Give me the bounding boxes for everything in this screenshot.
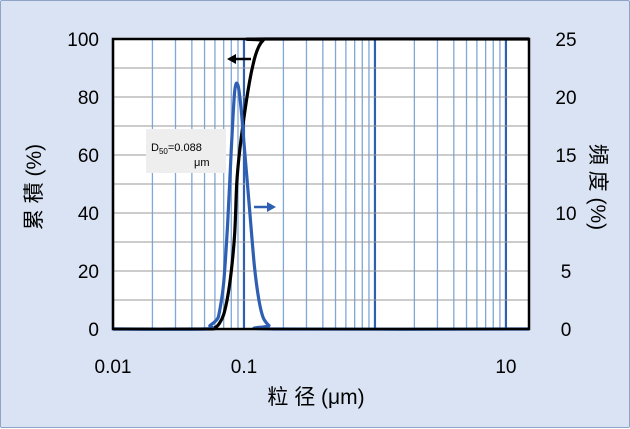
y-right-tick-label: 15: [555, 146, 576, 167]
y-left-tick-label: 80: [78, 88, 99, 109]
y-right-tick-label: 10: [555, 204, 576, 225]
y-right-axis-title: 頻 度 (%): [586, 144, 609, 230]
y-left-tick-label: 20: [78, 262, 99, 283]
x-tick-label: 0.01: [95, 357, 132, 378]
x-tick-label: 10: [495, 357, 516, 378]
y-right-tick-label: 20: [555, 88, 576, 109]
y-left-tick-label: 40: [78, 204, 99, 225]
x-tick-label: 0.1: [231, 357, 257, 378]
y-right-tick-label: 25: [555, 30, 576, 51]
frequency-series-line: [112, 81, 530, 331]
annotation-box: [146, 129, 226, 173]
y-left-tick-label: 100: [67, 30, 99, 51]
d50-annotation: D50=0.088 μm: [146, 129, 226, 173]
y-right-tick-label: 0: [561, 320, 572, 341]
x-axis-title: 粒 径 (μm): [267, 386, 364, 409]
plot-frame: [111, 37, 531, 331]
right-arrow-head: [267, 202, 276, 212]
y-left-tick-label: 60: [78, 146, 99, 167]
y-left-tick-label: 0: [88, 320, 99, 341]
annotation-unit: μm: [194, 157, 210, 169]
left-arrow-head: [227, 54, 236, 64]
x-tick-labels: 0.01 0.1 10: [95, 357, 517, 378]
y-right-tick-label: 5: [561, 262, 572, 283]
left-arrow: [227, 54, 251, 64]
y-right-tick-labels: 0 5 10 15 20 25: [555, 30, 576, 341]
y-left-axis-title: 累 積 (%): [23, 144, 46, 230]
annotation-label: D50=0.088: [151, 142, 202, 156]
right-arrow: [254, 202, 276, 212]
y-left-tick-labels: 0 20 40 60 80 100: [67, 30, 99, 341]
